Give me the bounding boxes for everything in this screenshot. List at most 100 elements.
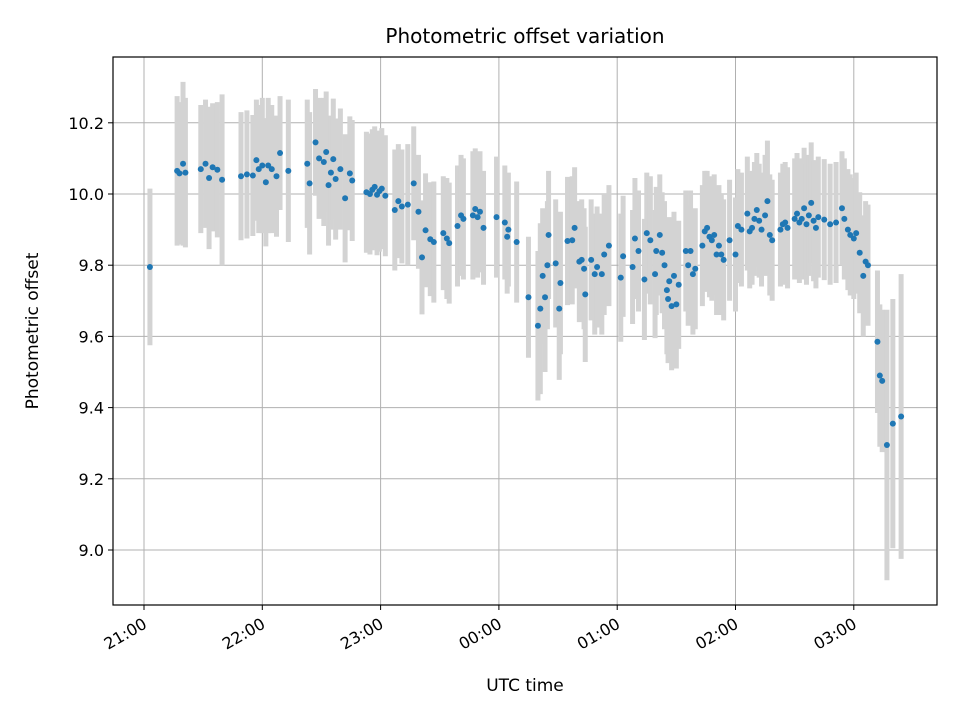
y-tick-label: 9.8 [79,256,104,275]
data-point [762,212,769,219]
data-point [476,208,483,215]
data-point [430,239,437,246]
data-point [238,173,245,180]
data-point [659,249,666,256]
data-point [791,215,798,222]
data-point [268,166,275,173]
data-point [273,173,280,180]
data-point [647,237,654,244]
data-point [598,271,605,278]
data-point [501,219,508,226]
data-point [480,224,487,231]
data-point [856,249,863,256]
data-point [472,205,479,212]
y-axis-ticks: 9.0 9.2 9.4 9.6 9.8 10.0 10.2 [68,114,113,560]
data-point [850,235,857,242]
data-point [557,280,564,286]
data-point [699,242,706,249]
data-point [794,210,801,217]
data-point [808,199,815,206]
data-point [182,169,189,176]
data-point [534,322,541,329]
data-point [542,294,549,301]
data-point [670,272,677,279]
data-point [726,237,733,244]
data-point [805,212,812,219]
data-point [704,224,711,231]
data-point [753,207,760,214]
data-point [751,215,758,222]
data-point [259,162,266,169]
data-point [214,166,221,173]
data-point [312,139,319,146]
data-point [332,176,339,183]
data-point [469,212,476,219]
data-point [685,262,692,269]
data-point [209,164,216,171]
data-point [777,226,784,233]
data-point [493,214,500,221]
y-tick-label: 10.2 [68,114,104,133]
data-point [253,157,260,164]
data-point [594,263,601,270]
data-point [629,263,636,270]
data-point [342,195,349,202]
data-point [838,205,845,212]
data-point [474,214,481,221]
data-point [821,216,828,223]
data-point [539,272,546,279]
data-point [874,338,881,345]
data-point [631,235,638,242]
data-point [653,247,660,254]
data-point [784,224,791,231]
data-point [732,251,739,258]
data-point [285,167,292,174]
data-points [146,139,905,448]
data-point [853,230,860,237]
y-tick-label: 9.6 [79,327,104,346]
data-point [571,224,578,231]
data-point [544,262,551,269]
data-point [815,214,822,221]
data-point [382,192,389,199]
data-point [782,219,789,226]
plot-area-frame [112,56,938,606]
data-point [898,413,905,420]
data-point [460,215,467,222]
data-point [581,265,588,272]
data-point [419,254,426,261]
data-point [556,305,563,312]
y-tick-label: 10.0 [68,185,104,204]
data-point [860,272,867,279]
data-point [505,226,512,233]
data-point [330,156,337,163]
data-point [756,217,763,224]
y-tick-label: 9.0 [79,541,104,560]
data-point [398,203,405,210]
data-point [864,262,871,269]
data-point [578,256,585,263]
data-point [327,169,334,176]
data-point [391,207,398,214]
data-point [206,174,213,181]
data-point [661,262,668,269]
data-point [641,276,648,283]
data-point [810,217,817,224]
data-point [591,271,598,278]
data-point [320,158,327,165]
data-point [692,265,699,272]
data-point [673,301,680,308]
data-point [711,231,718,238]
data-point [663,287,670,294]
data-point [325,182,332,189]
data-point [569,237,576,244]
data-point [304,160,311,167]
data-point [687,247,694,254]
data-point [689,271,696,278]
data-point [841,215,848,222]
data-point [720,256,727,263]
data-point [643,230,650,237]
data-point [146,263,153,270]
